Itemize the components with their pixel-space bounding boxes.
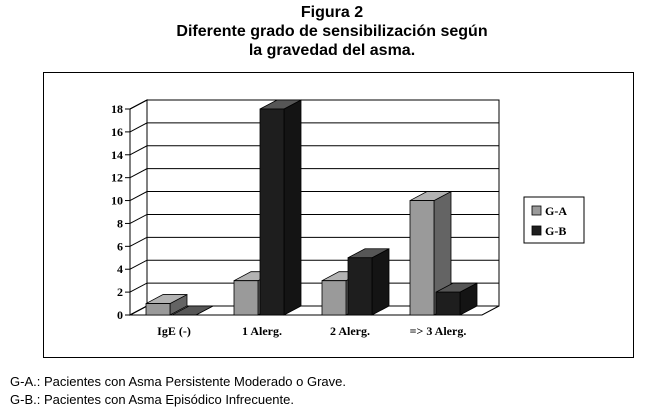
- bar-g-b-1: [259, 99, 302, 316]
- figure-title-line-1: Figura 2: [300, 4, 364, 21]
- y-tick-label: 16: [111, 125, 123, 139]
- y-tick-label: 0: [117, 308, 123, 322]
- footnote-ga: G-A.: Pacientes con Asma Persistente Mod…: [10, 374, 346, 389]
- y-gridline: [129, 213, 499, 224]
- x-tick-label: IgE (-): [157, 324, 191, 338]
- y-tick-label: 8: [117, 216, 123, 230]
- chart-side-wall: [129, 99, 148, 316]
- legend-swatch-g-b: [531, 225, 542, 236]
- y-tick-label: 2: [117, 285, 123, 299]
- y-gridline: [129, 168, 499, 179]
- x-tick-label: 1 Alerg.: [242, 324, 282, 338]
- y-gridline: [129, 236, 499, 247]
- bar-g-a-3: [409, 190, 452, 316]
- y-gridline: [129, 99, 499, 110]
- bar-g-b-2: [347, 248, 390, 316]
- figure-title-line-2: Diferente grado de sensibilización según: [176, 23, 488, 40]
- y-tick-label: 4: [117, 262, 123, 276]
- bar-g-b-3: [435, 282, 478, 316]
- y-tick-label: 18: [111, 102, 123, 116]
- bar-g-a-0: [145, 293, 188, 316]
- figure-title: Figura 2 Diferente grado de sensibilizac…: [0, 3, 664, 60]
- chart-frame: [43, 72, 634, 358]
- x-tick-label: 2 Alerg.: [330, 324, 370, 338]
- footnote-gb: G-B.: Pacientes con Asma Episódico Infre…: [10, 392, 294, 407]
- y-tick-label: 6: [117, 239, 123, 253]
- legend-label-g-b: G-B: [545, 224, 566, 238]
- figure-title-line-3: la gravedad del asma.: [248, 42, 416, 59]
- y-tick-label: 12: [111, 171, 123, 185]
- x-tick-label: => 3 Alerg.: [410, 324, 467, 338]
- y-gridline: [129, 122, 499, 133]
- y-gridline: [129, 191, 499, 201]
- legend-swatch-g-a: [531, 205, 542, 216]
- y-gridline: [129, 145, 499, 156]
- y-tick-label: 14: [111, 148, 123, 162]
- y-tick-label: 10: [111, 194, 123, 208]
- legend-label-g-a: G-A: [545, 204, 567, 218]
- bar-g-b-0: [171, 305, 214, 316]
